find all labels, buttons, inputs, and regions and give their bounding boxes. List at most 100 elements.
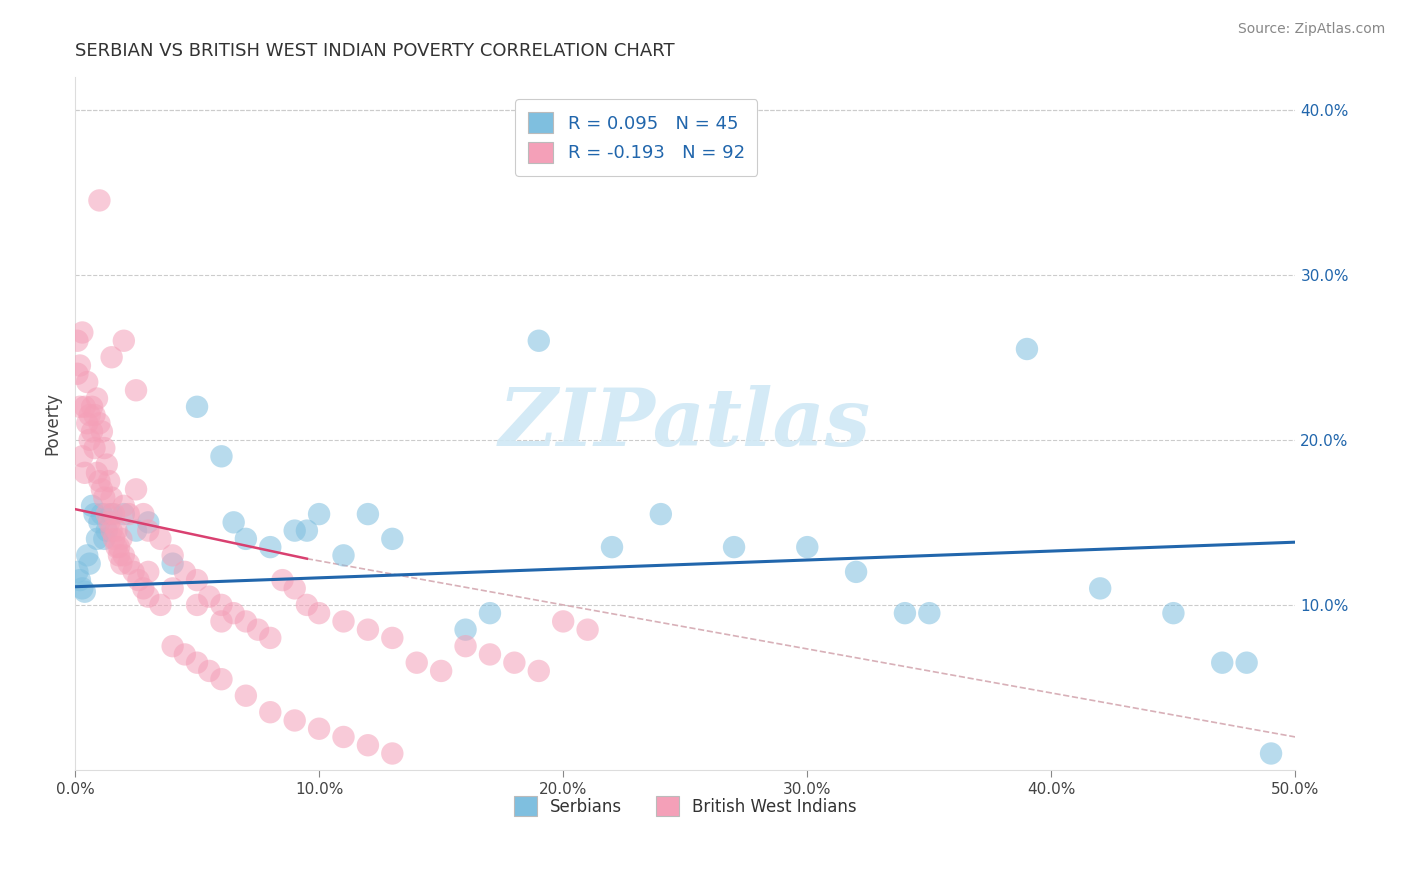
Point: [110, 532, 132, 546]
Point: [308, 606, 330, 620]
Point: [247, 623, 270, 637]
Point: [284, 714, 307, 728]
Point: [112, 549, 135, 563]
Point: [478, 648, 501, 662]
Point: [527, 334, 550, 348]
Point: [136, 565, 159, 579]
Point: [83, 441, 105, 455]
Point: [69, 400, 91, 414]
Point: [198, 664, 221, 678]
Point: [295, 598, 318, 612]
Point: [98, 516, 121, 530]
Point: [89, 474, 111, 488]
Point: [1163, 606, 1185, 620]
Point: [76, 549, 98, 563]
Point: [527, 664, 550, 678]
Point: [86, 392, 108, 406]
Point: [79, 433, 101, 447]
Point: [332, 549, 354, 563]
Point: [132, 582, 155, 596]
Point: [112, 499, 135, 513]
Point: [103, 532, 125, 546]
Point: [100, 351, 122, 365]
Point: [112, 334, 135, 348]
Point: [198, 590, 221, 604]
Point: [83, 507, 105, 521]
Point: [132, 507, 155, 521]
Point: [650, 507, 672, 521]
Point: [284, 582, 307, 596]
Point: [108, 540, 131, 554]
Point: [79, 557, 101, 571]
Point: [127, 573, 149, 587]
Point: [576, 623, 599, 637]
Point: [1236, 656, 1258, 670]
Point: [76, 417, 98, 431]
Point: [89, 516, 111, 530]
Point: [76, 375, 98, 389]
Point: [118, 557, 141, 571]
Point: [93, 491, 115, 505]
Point: [73, 584, 96, 599]
Point: [405, 656, 427, 670]
Legend: Serbians, British West Indians: Serbians, British West Indians: [505, 789, 865, 824]
Point: [1211, 656, 1233, 670]
Point: [86, 532, 108, 546]
Point: [332, 615, 354, 629]
Point: [723, 540, 745, 554]
Point: [162, 557, 184, 571]
Point: [503, 656, 526, 670]
Point: [100, 491, 122, 505]
Point: [235, 532, 257, 546]
Text: Source: ZipAtlas.com: Source: ZipAtlas.com: [1237, 22, 1385, 37]
Point: [332, 730, 354, 744]
Point: [295, 524, 318, 538]
Point: [454, 639, 477, 653]
Point: [1260, 747, 1282, 761]
Point: [73, 400, 96, 414]
Point: [122, 565, 145, 579]
Point: [110, 557, 132, 571]
Point: [82, 425, 104, 439]
Point: [79, 408, 101, 422]
Point: [98, 474, 121, 488]
Point: [125, 483, 148, 497]
Point: [211, 598, 233, 612]
Point: [478, 606, 501, 620]
Point: [259, 631, 281, 645]
Point: [72, 326, 94, 340]
Point: [72, 450, 94, 464]
Point: [211, 450, 233, 464]
Point: [173, 565, 195, 579]
Point: [100, 524, 122, 538]
Point: [284, 524, 307, 538]
Point: [89, 194, 111, 208]
Point: [186, 573, 208, 587]
Point: [381, 631, 404, 645]
Point: [162, 582, 184, 596]
Point: [125, 524, 148, 538]
Point: [222, 606, 245, 620]
Point: [96, 507, 118, 521]
Point: [308, 722, 330, 736]
Point: [66, 565, 89, 579]
Point: [357, 738, 380, 752]
Point: [136, 524, 159, 538]
Point: [93, 441, 115, 455]
Point: [96, 458, 118, 472]
Point: [82, 499, 104, 513]
Point: [235, 615, 257, 629]
Point: [90, 425, 112, 439]
Point: [845, 565, 868, 579]
Point: [308, 507, 330, 521]
Point: [83, 408, 105, 422]
Point: [103, 507, 125, 521]
Point: [211, 672, 233, 686]
Point: [162, 639, 184, 653]
Point: [72, 582, 94, 596]
Point: [553, 615, 575, 629]
Point: [454, 623, 477, 637]
Point: [149, 532, 172, 546]
Text: ZIPatlas: ZIPatlas: [499, 384, 872, 462]
Point: [73, 466, 96, 480]
